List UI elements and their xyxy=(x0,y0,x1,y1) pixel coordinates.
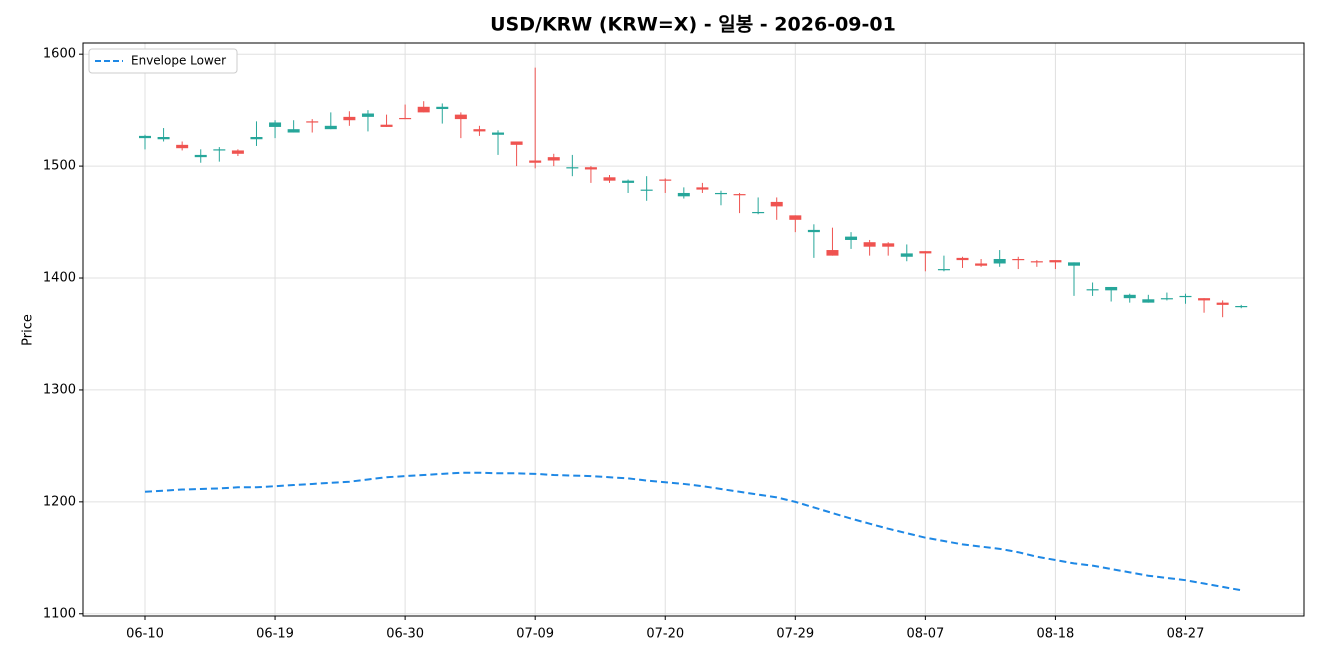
candle-body xyxy=(826,250,839,256)
candle-body xyxy=(677,192,690,197)
candle-body xyxy=(1235,305,1248,308)
legend: Envelope Lower xyxy=(88,48,238,74)
candle-body xyxy=(863,242,876,247)
candle-body xyxy=(1216,302,1229,305)
candle-body xyxy=(510,141,523,145)
y-axis-label: Price xyxy=(21,314,36,346)
candle-body xyxy=(1012,258,1025,261)
candle-body xyxy=(250,137,263,140)
candle-body xyxy=(919,251,932,254)
candle-body xyxy=(937,269,950,271)
x-tick-label: 06-10 xyxy=(126,627,164,642)
candle-body xyxy=(752,211,765,214)
candle-body xyxy=(956,257,969,261)
candle-body xyxy=(900,253,913,257)
legend-box xyxy=(88,48,238,74)
legend-label: Envelope Lower xyxy=(131,54,226,68)
x-tick-label: 07-20 xyxy=(646,627,684,642)
candle-body xyxy=(436,106,449,110)
candle-body xyxy=(659,179,672,181)
candle-body xyxy=(696,187,709,190)
x-tick-label: 06-30 xyxy=(386,627,424,642)
x-tick-label: 07-09 xyxy=(516,627,554,642)
candle-body xyxy=(733,194,746,196)
candle-body xyxy=(622,180,635,183)
chart-title: USD/KRW (KRW=X) - 일봉 - 2026-09-01 xyxy=(490,14,896,36)
x-tick-label: 08-18 xyxy=(1037,627,1075,642)
candle-body xyxy=(492,132,505,135)
candle-body xyxy=(845,236,858,240)
candle-body xyxy=(324,125,337,130)
candle-body xyxy=(473,129,486,132)
x-tick-label: 08-07 xyxy=(906,627,944,642)
candle-body xyxy=(993,258,1006,264)
y-tick-label: 1400 xyxy=(43,271,76,286)
candle-body xyxy=(454,114,467,120)
candle-body xyxy=(1142,299,1155,303)
candle-body xyxy=(380,124,393,127)
x-tick-label: 07-29 xyxy=(776,627,814,642)
candle-body xyxy=(770,201,783,207)
y-tick-label: 1200 xyxy=(43,494,76,509)
candle-body xyxy=(1030,261,1043,263)
candle-body xyxy=(176,144,189,149)
candle-body xyxy=(231,150,244,154)
candle-body xyxy=(306,121,319,123)
candle-body xyxy=(640,189,653,191)
candle-body xyxy=(529,160,542,163)
y-tick-label: 1100 xyxy=(43,606,76,621)
candle-body xyxy=(566,167,579,169)
candle-body xyxy=(1105,286,1118,291)
candle-body xyxy=(807,229,820,233)
candle-body xyxy=(361,113,374,117)
y-tick-label: 1600 xyxy=(43,47,76,62)
plot-frame xyxy=(82,42,1305,617)
y-tick-label: 1500 xyxy=(43,159,76,174)
candle-body xyxy=(1123,294,1136,299)
x-tick-label: 06-19 xyxy=(256,627,294,642)
candle-body xyxy=(882,243,895,247)
candle-body xyxy=(213,149,226,151)
candle-body xyxy=(343,116,356,121)
candle-body xyxy=(789,215,802,220)
candle-body xyxy=(1179,295,1192,298)
candle-body xyxy=(399,117,412,120)
candle-body xyxy=(139,135,151,139)
candle-body xyxy=(1086,289,1099,291)
candle-body xyxy=(287,129,300,133)
candle-body xyxy=(417,106,430,113)
candle-body xyxy=(547,157,560,161)
candle-body xyxy=(1160,298,1173,300)
candle-body xyxy=(269,122,282,127)
x-tick-label: 08-27 xyxy=(1167,627,1205,642)
candle-body xyxy=(1068,262,1080,266)
y-tick-label: 1300 xyxy=(43,382,76,397)
line-series xyxy=(144,471,1242,592)
candle-body xyxy=(714,192,727,195)
candle-body xyxy=(157,137,170,140)
candle-body xyxy=(194,154,207,158)
candle-body xyxy=(603,177,616,181)
candle-body xyxy=(584,167,597,170)
candle-body xyxy=(975,263,988,266)
candle-body xyxy=(1198,298,1211,301)
candle-body xyxy=(1049,260,1062,263)
